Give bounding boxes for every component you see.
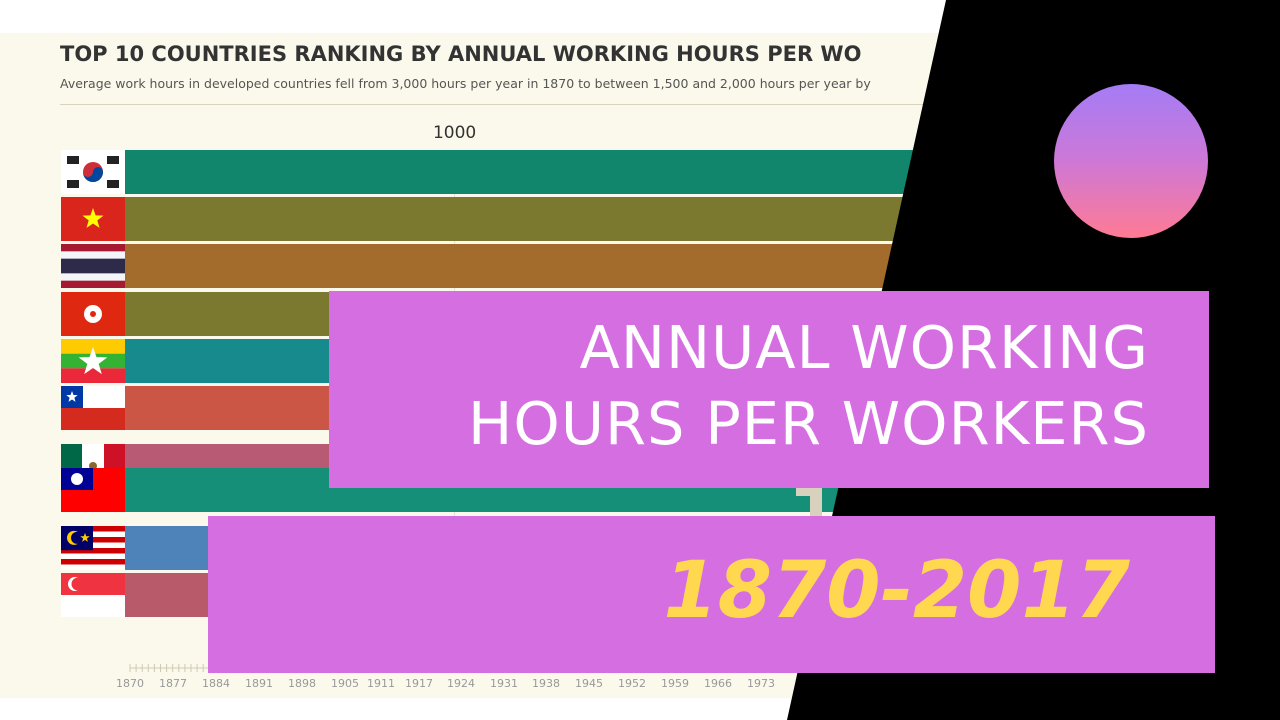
flag-taiwan-icon bbox=[61, 468, 125, 512]
flag-part bbox=[66, 391, 78, 402]
flag-part bbox=[61, 553, 125, 559]
flag-part bbox=[67, 156, 79, 164]
bar-category-label: Thailand bbox=[1241, 253, 1280, 279]
banner-title-line-1: ANNUAL WORKING bbox=[579, 313, 1149, 382]
flag-part bbox=[61, 339, 125, 354]
flag-part bbox=[61, 595, 125, 617]
timeline-year-label: 1952 bbox=[618, 677, 646, 690]
timeline-year-label: 1966 bbox=[704, 677, 732, 690]
flag-part bbox=[90, 311, 96, 317]
timeline-year-label: 1870 bbox=[116, 677, 144, 690]
flag-myanmar-icon bbox=[61, 339, 125, 383]
flag-part bbox=[67, 180, 79, 188]
x-tick-label: 1000 bbox=[433, 123, 476, 143]
timeline-year-label: 1959 bbox=[661, 677, 689, 690]
flag-hong-kong-icon bbox=[61, 292, 125, 336]
timeline-year-label: 1905 bbox=[331, 677, 359, 690]
timeline-year-label: 1877 bbox=[159, 677, 187, 690]
timeline-year-label: 1898 bbox=[288, 677, 316, 690]
flag-part bbox=[107, 156, 119, 164]
title-divider bbox=[60, 104, 960, 105]
flag-part bbox=[107, 180, 119, 188]
chart-title: TOP 10 COUNTRIES RANKING BY ANNUAL WORKI… bbox=[60, 42, 862, 66]
flag-part bbox=[61, 258, 125, 274]
flag-singapore-icon bbox=[61, 573, 125, 617]
years-banner: 1870-2017 bbox=[208, 516, 1215, 673]
title-banner: ANNUAL WORKING HOURS PER WORKERS bbox=[329, 291, 1209, 488]
years-label: 1870-2017 bbox=[663, 546, 1130, 636]
flag-part bbox=[61, 548, 125, 554]
flag-south-korea-icon bbox=[61, 150, 125, 194]
bar-category-label: Vietnam bbox=[1246, 206, 1280, 232]
timeline-year-label: 1945 bbox=[575, 677, 603, 690]
flag-vietnam-icon bbox=[61, 197, 125, 241]
flag-part bbox=[61, 559, 125, 565]
timeline-year-label: 1891 bbox=[245, 677, 273, 690]
timeline-year-label: 1917 bbox=[405, 677, 433, 690]
flag-part bbox=[78, 347, 108, 375]
flag-malaysia-icon bbox=[61, 526, 125, 570]
timeline-year-label: 1924 bbox=[447, 677, 475, 690]
chart-subtitle: Average work hours in developed countrie… bbox=[60, 76, 871, 91]
slider-handle-stem bbox=[810, 488, 822, 518]
flag-thailand-icon bbox=[61, 244, 125, 288]
flag-part bbox=[80, 532, 90, 542]
flag-part bbox=[61, 368, 125, 383]
flag-part bbox=[71, 531, 83, 544]
flag-part bbox=[61, 408, 125, 430]
bar-thailand bbox=[125, 244, 1280, 288]
flag-part bbox=[83, 167, 103, 182]
flag-part bbox=[71, 577, 85, 591]
flag-part bbox=[82, 208, 104, 228]
timeline-year-label: 1938 bbox=[532, 677, 560, 690]
timeline-year-label: 1911 bbox=[367, 677, 395, 690]
banner-title-line-2: HOURS PER WORKERS bbox=[468, 389, 1149, 458]
flag-part bbox=[71, 473, 83, 485]
timeline-year-label: 1973 bbox=[747, 677, 775, 690]
x-tick-label: 2000 bbox=[982, 123, 1025, 143]
timeline-year-label: 1931 bbox=[490, 677, 518, 690]
timeline-year-label: 1884 bbox=[202, 677, 230, 690]
flag-part bbox=[61, 564, 125, 570]
gradient-circle bbox=[1054, 84, 1208, 238]
flag-chile-icon bbox=[61, 386, 125, 430]
